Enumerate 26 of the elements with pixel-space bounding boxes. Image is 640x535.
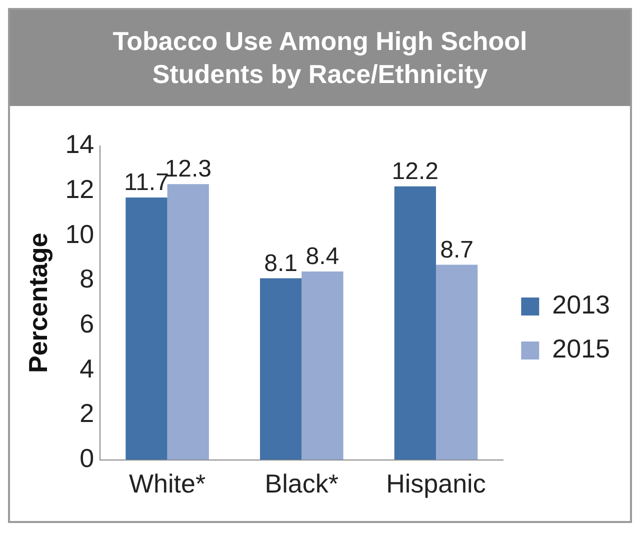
x-tick-label: Black* <box>264 468 338 499</box>
bar <box>126 198 168 460</box>
x-tick-label: Hispanic <box>386 468 486 499</box>
legend-label: 2013 <box>552 290 610 320</box>
legend-label: 2015 <box>552 334 610 364</box>
data-label: 11.7 <box>124 169 169 196</box>
y-tick-label: 6 <box>80 308 94 338</box>
data-label: 12.2 <box>392 158 439 185</box>
y-tick-label: 0 <box>80 442 94 473</box>
y-tick-label: 14 <box>65 129 94 160</box>
y-tick-label: 4 <box>80 353 94 384</box>
bar <box>436 264 478 460</box>
y-tick-label: 12 <box>65 174 94 204</box>
bar <box>167 184 209 460</box>
bar <box>394 186 436 460</box>
bar <box>260 278 302 460</box>
y-tick-label: 10 <box>65 218 94 249</box>
x-tick-label: White* <box>129 468 206 499</box>
data-label: 8.1 <box>264 250 298 277</box>
data-label: 8.4 <box>306 243 340 270</box>
y-axis-title: Percentage <box>22 232 53 373</box>
data-label: 8.7 <box>440 236 474 264</box>
bar <box>302 272 344 460</box>
y-tick-label: 2 <box>80 398 94 428</box>
y-tick-label: 8 <box>80 264 94 294</box>
chart-title: Tobacco Use Among High School Students by Race/Ethnicity <box>112 25 528 91</box>
